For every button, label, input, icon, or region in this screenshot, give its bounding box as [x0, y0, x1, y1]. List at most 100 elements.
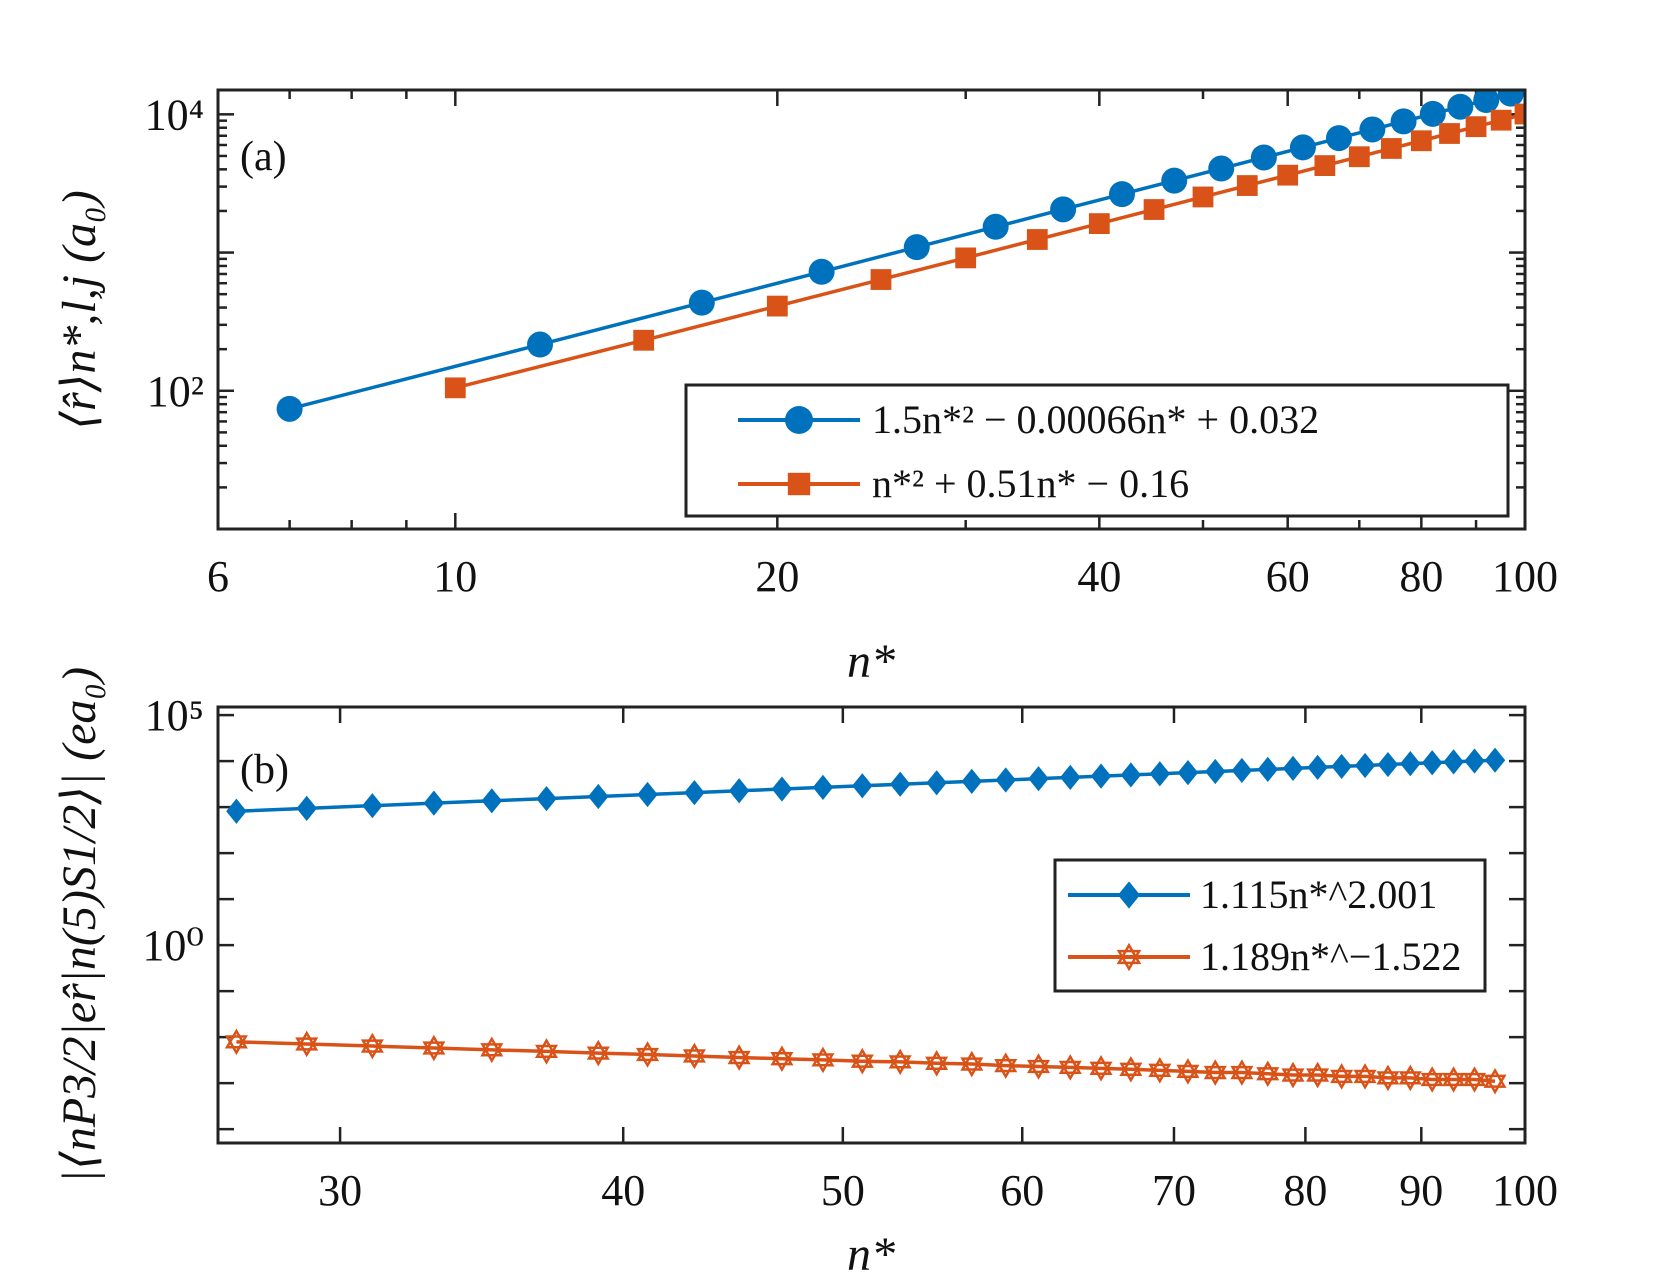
series-a-0-point — [808, 258, 835, 285]
panel-b-label: (b) — [240, 747, 289, 793]
series-b-1-point — [811, 1046, 835, 1074]
series-b-1-point — [1483, 1067, 1507, 1095]
series-a-1-point — [870, 269, 892, 290]
series-b-1-point — [960, 1050, 984, 1078]
series-b-1-point — [1203, 1059, 1227, 1086]
series-b-1-point — [1442, 1066, 1466, 1093]
series-b-0-point — [889, 771, 911, 797]
series-b-1-point — [1376, 1064, 1400, 1092]
series-b-1-point — [422, 1034, 446, 1062]
x-tick-label: 80 — [1399, 552, 1443, 601]
series-b-0-point — [1257, 756, 1278, 783]
panel-a-legend-box — [684, 383, 1510, 518]
series-b-0-point — [1377, 751, 1399, 778]
y-tick-label: 10⁰ — [142, 921, 204, 970]
legend-a-marker-1-shape — [787, 472, 811, 496]
series-b-1-point — [1306, 1061, 1330, 1089]
x-tick-label: 100 — [1492, 1166, 1558, 1215]
series-b-0-point — [961, 768, 982, 794]
y-tick-label: 10⁴ — [145, 90, 204, 139]
legend-b-label-1: 1.189n*^−1.522 — [1200, 934, 1461, 979]
series-a-1-point — [955, 247, 977, 269]
series-a-1-point — [1410, 130, 1432, 152]
series-a-1-point — [1236, 175, 1258, 196]
series-a-1-point — [1348, 146, 1370, 168]
x-tick-label: 30 — [318, 1166, 362, 1215]
series-b-0-point — [1149, 761, 1171, 787]
x-tick-label: 60 — [1266, 552, 1310, 601]
x-tick-label: 6 — [207, 552, 229, 601]
legend-a-label-0: 1.5n*² − 0.00066n* + 0.032 — [872, 397, 1319, 442]
series-a-0-point — [1161, 167, 1188, 194]
series-b-1-point — [1256, 1060, 1280, 1088]
panel-a-y-axis-label: ⟨r̂⟩n*,l,j (a₀) — [53, 190, 106, 429]
series-b-1-point — [1353, 1063, 1377, 1090]
panel-a: (a) 6 10 20 40 60 80 100 10² 10⁴ n* ⟨r̂⟩n*,l,j … — [53, 88, 1558, 688]
legend-b-marker-1-shape — [1116, 942, 1142, 972]
series-b-1-point — [1330, 1063, 1354, 1090]
series-b-0-point — [481, 788, 502, 814]
series-a-1-point — [1380, 138, 1402, 159]
series-b-0-point — [1028, 766, 1049, 792]
y-tick-label: 10² — [147, 367, 204, 416]
series-b-0-point — [536, 785, 557, 812]
series-b-1-line — [236, 1040, 1496, 1083]
panel-b: (b) 30 40 50 60 70 80 90 100 10⁰ 10⁵ n* |⟨nP3/2|… — [53, 667, 1558, 1277]
series-a-1-point — [1088, 213, 1110, 235]
series-a-0-point — [1108, 181, 1135, 208]
series-a-1-point — [444, 377, 466, 399]
series-b-1-point — [534, 1038, 559, 1065]
panel-b-series — [224, 747, 1507, 1095]
series-b-1-point — [586, 1039, 610, 1067]
series-b-1-point — [1119, 1055, 1143, 1083]
series-b-0-point — [1205, 758, 1226, 785]
panel-b-frame — [216, 705, 1527, 1145]
series-b-1-point — [1398, 1064, 1422, 1092]
series-b-1-point — [1230, 1059, 1254, 1086]
series-a-1-point — [1192, 186, 1214, 208]
panel-b-y-axis-label: |⟨nP3/2|er̂|n(5)S1/2⟩| (ea₀) — [53, 667, 106, 1183]
series-a-1-point — [1314, 155, 1336, 176]
series-a-0-point — [276, 395, 303, 422]
series-b-0-point — [1443, 749, 1464, 775]
legend-b-marker-0-shape — [1117, 881, 1141, 909]
panel-a-x-tick-labels: 6 10 20 40 60 80 100 — [207, 552, 1558, 601]
x-tick-label: 80 — [1283, 1166, 1327, 1215]
series-b-1-point — [1148, 1057, 1172, 1084]
series-b-0-point — [1177, 760, 1199, 786]
series-a-1-point — [1490, 109, 1512, 131]
series-b-0-point — [995, 767, 1016, 793]
series-b-1-point — [360, 1032, 384, 1060]
series-a-0-point — [1208, 155, 1235, 182]
series-a-0-point — [1473, 90, 1500, 114]
legend-b-marker-1 — [1116, 942, 1142, 972]
legend-a-marker-1 — [787, 472, 811, 496]
series-a-1-point — [1514, 103, 1525, 125]
legend-b-label-0: 1.115n*^2.001 — [1200, 872, 1437, 917]
series-b-1-point — [635, 1041, 660, 1068]
series-b-0-point — [1120, 762, 1142, 788]
y-tick-label: 10⁵ — [145, 691, 204, 740]
series-b-0-point — [1090, 763, 1112, 789]
series-b-1-point — [727, 1044, 751, 1071]
x-tick-label: 70 — [1152, 1166, 1196, 1215]
series-a-0-point — [982, 213, 1009, 240]
x-tick-label: 20 — [755, 552, 799, 601]
series-b-0-point — [1400, 751, 1421, 777]
series-a-1-point — [1143, 199, 1165, 220]
panel-a-y-tick-labels: 10² 10⁴ — [145, 90, 204, 415]
series-a-0-point — [1250, 144, 1277, 171]
series-a-0-point — [1390, 108, 1417, 135]
series-a-0-point — [1447, 93, 1474, 120]
series-b-0-point — [728, 778, 750, 804]
series-b-1-point — [925, 1050, 949, 1077]
x-tick-label: 40 — [1077, 552, 1121, 601]
series-b-0-point — [1484, 747, 1506, 773]
series-b-0-point — [1282, 755, 1304, 781]
series-a-0-point — [903, 234, 930, 261]
series-b-1-point — [1281, 1061, 1305, 1089]
series-b-1-point — [994, 1052, 1018, 1079]
series-b-0-point — [1307, 754, 1328, 780]
series-a-0-point — [1325, 125, 1352, 152]
series-b-0-point — [226, 798, 247, 824]
